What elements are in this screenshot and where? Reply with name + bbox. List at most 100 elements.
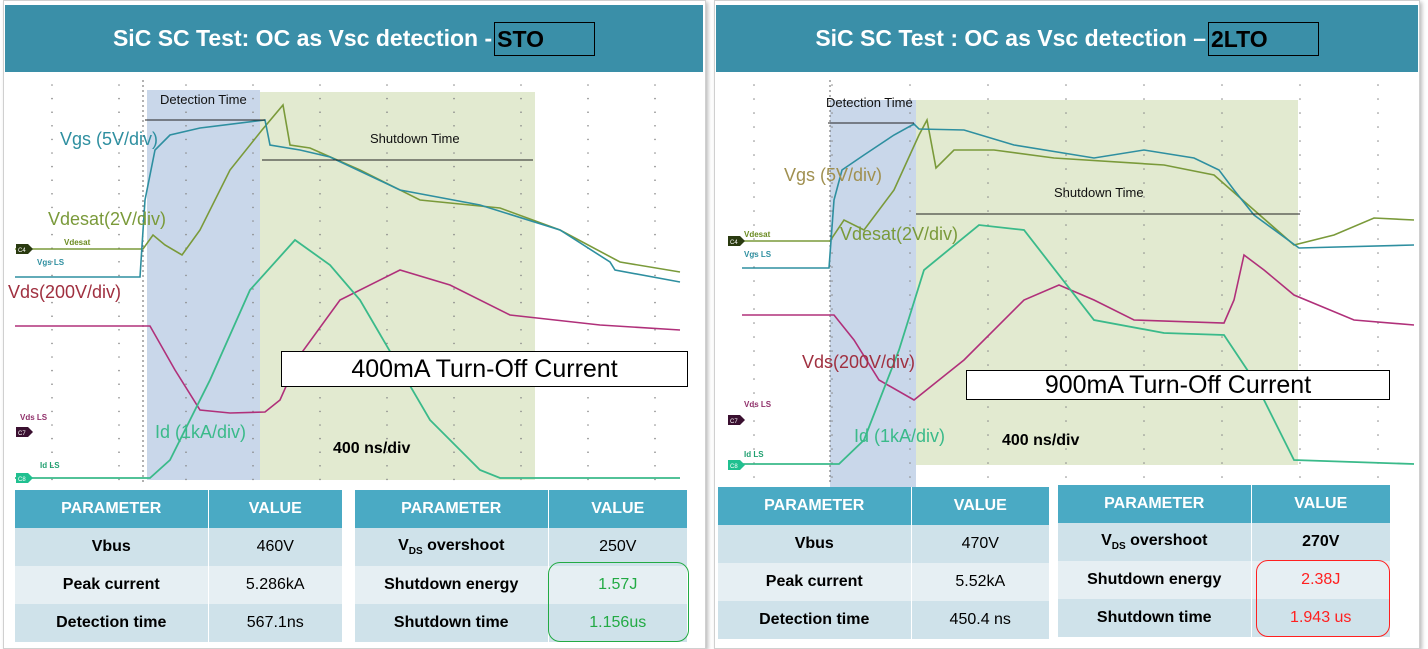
grid-dot: [51, 274, 53, 277]
grid-dot: [51, 410, 53, 413]
grid-dot: [386, 193, 388, 195]
grid-dot: [118, 342, 120, 345]
grid-dot: [587, 111, 589, 113]
grid-dot: [987, 154, 989, 156]
right-title: SiC SC Test : OC as Vsc detection –: [815, 25, 1206, 51]
grid-dot: [753, 196, 755, 198]
grid-dot: [386, 165, 388, 168]
vds-sub: DS: [408, 546, 423, 558]
grid-dot: [587, 193, 589, 195]
grid-dot: [1299, 350, 1301, 352]
grid-dot: [909, 252, 911, 254]
grid-dot: [831, 266, 833, 268]
grid-dot: [587, 329, 589, 331]
grid-dot: [654, 179, 656, 181]
grid-dot: [1143, 434, 1145, 436]
grid-dot: [1377, 350, 1379, 352]
channel-c4-text: C4: [730, 240, 738, 246]
grid-dot: [51, 465, 53, 467]
grid-dot: [51, 369, 53, 372]
grid-dot: [654, 274, 656, 277]
left-title: SiC SC Test: OC as Vsc detection -: [112, 25, 493, 51]
vgs-trace: [742, 123, 1415, 269]
grid-dot: [453, 206, 455, 209]
grid-dot: [987, 364, 989, 366]
grid-dot: [252, 179, 254, 181]
grid-dot: [453, 315, 455, 318]
grid-dot: [252, 437, 254, 440]
left-highlight: [548, 562, 689, 642]
channel-c4-marker: [728, 236, 745, 246]
grid-dot: [753, 420, 755, 422]
grid-dot: [118, 451, 120, 454]
grid-dot: [520, 301, 522, 304]
grid-dot: [185, 193, 187, 195]
table-row: Shutdown time 1.156us: [355, 604, 688, 642]
grid-dot: [1299, 308, 1301, 310]
channel-c8-text: C8: [730, 464, 738, 470]
vds-trace: [742, 253, 1415, 401]
grid-dot: [753, 448, 755, 450]
grid-dot: [987, 182, 989, 184]
grid-dot: [520, 138, 522, 141]
param-detection-time: Detection time: [718, 601, 912, 639]
grid-dot: [319, 97, 321, 100]
vgs-label: Vgs (5V/div): [784, 165, 882, 185]
grid-dot: [654, 152, 656, 154]
grid-dot: [1377, 238, 1379, 240]
grid-dot: [252, 247, 254, 249]
grid-dot: [1299, 182, 1301, 184]
grid-dot: [319, 179, 321, 181]
grid-dot: [831, 140, 833, 142]
grid-dot: [51, 383, 53, 386]
grid-dot: [1299, 462, 1301, 464]
grid-dot: [1143, 406, 1145, 408]
grid-dot: [252, 465, 254, 467]
channel-c7-marker: [728, 415, 745, 425]
grid-dot: [118, 397, 120, 399]
shutdown-time-label: Shutdown Time: [1054, 185, 1144, 200]
grid-dot: [118, 220, 120, 222]
channel-c4-text: C4: [18, 248, 26, 254]
grid-dot: [1299, 112, 1301, 114]
channel-id-label: Id LS: [744, 450, 764, 459]
vds-rest: overshoot: [1125, 531, 1208, 549]
grid-dot: [520, 424, 522, 426]
grid-dot: [753, 294, 755, 296]
grid-dot: [1221, 112, 1223, 114]
grid-dot: [1377, 210, 1379, 212]
grid-dot: [1065, 168, 1067, 170]
grid-dot: [909, 406, 911, 408]
grid-dot: [1143, 448, 1145, 450]
right-table-1: PARAMETER VALUE Vbus 470V Peak current 5.52…: [718, 487, 1050, 639]
grid-dot: [453, 97, 455, 100]
grid-dot: [185, 383, 187, 386]
grid-dot: [319, 437, 321, 440]
grid-dot: [1143, 84, 1145, 86]
channel-c8-marker: [16, 473, 33, 483]
right-current-label: 900mA Turn-Off Current: [966, 370, 1390, 400]
grid-dot: [909, 98, 911, 100]
grid-dot: [654, 247, 656, 249]
grid-dot: [1377, 196, 1379, 198]
grid-dot: [386, 261, 388, 263]
grid-dot: [909, 182, 911, 184]
header-parameter: PARAMETER: [15, 490, 209, 528]
grid-dot: [987, 462, 989, 464]
grid-dot: [909, 420, 911, 422]
grid-dot: [1299, 434, 1301, 436]
value-vbus: 470V: [911, 525, 1050, 563]
grid-dot: [51, 125, 53, 127]
grid-dot: [1299, 336, 1301, 338]
vds-main: V: [398, 536, 409, 554]
grid-dot: [453, 288, 455, 290]
param-peak-current: Peak current: [718, 563, 912, 601]
grid-dot: [386, 329, 388, 331]
grid-dot: [386, 206, 388, 209]
grid-dot: [453, 274, 455, 277]
grid-dot: [1065, 154, 1067, 156]
grid-dot: [1221, 168, 1223, 170]
grid-dot: [1065, 126, 1067, 128]
grid-dot: [831, 168, 833, 170]
grid-dot: [1377, 308, 1379, 310]
